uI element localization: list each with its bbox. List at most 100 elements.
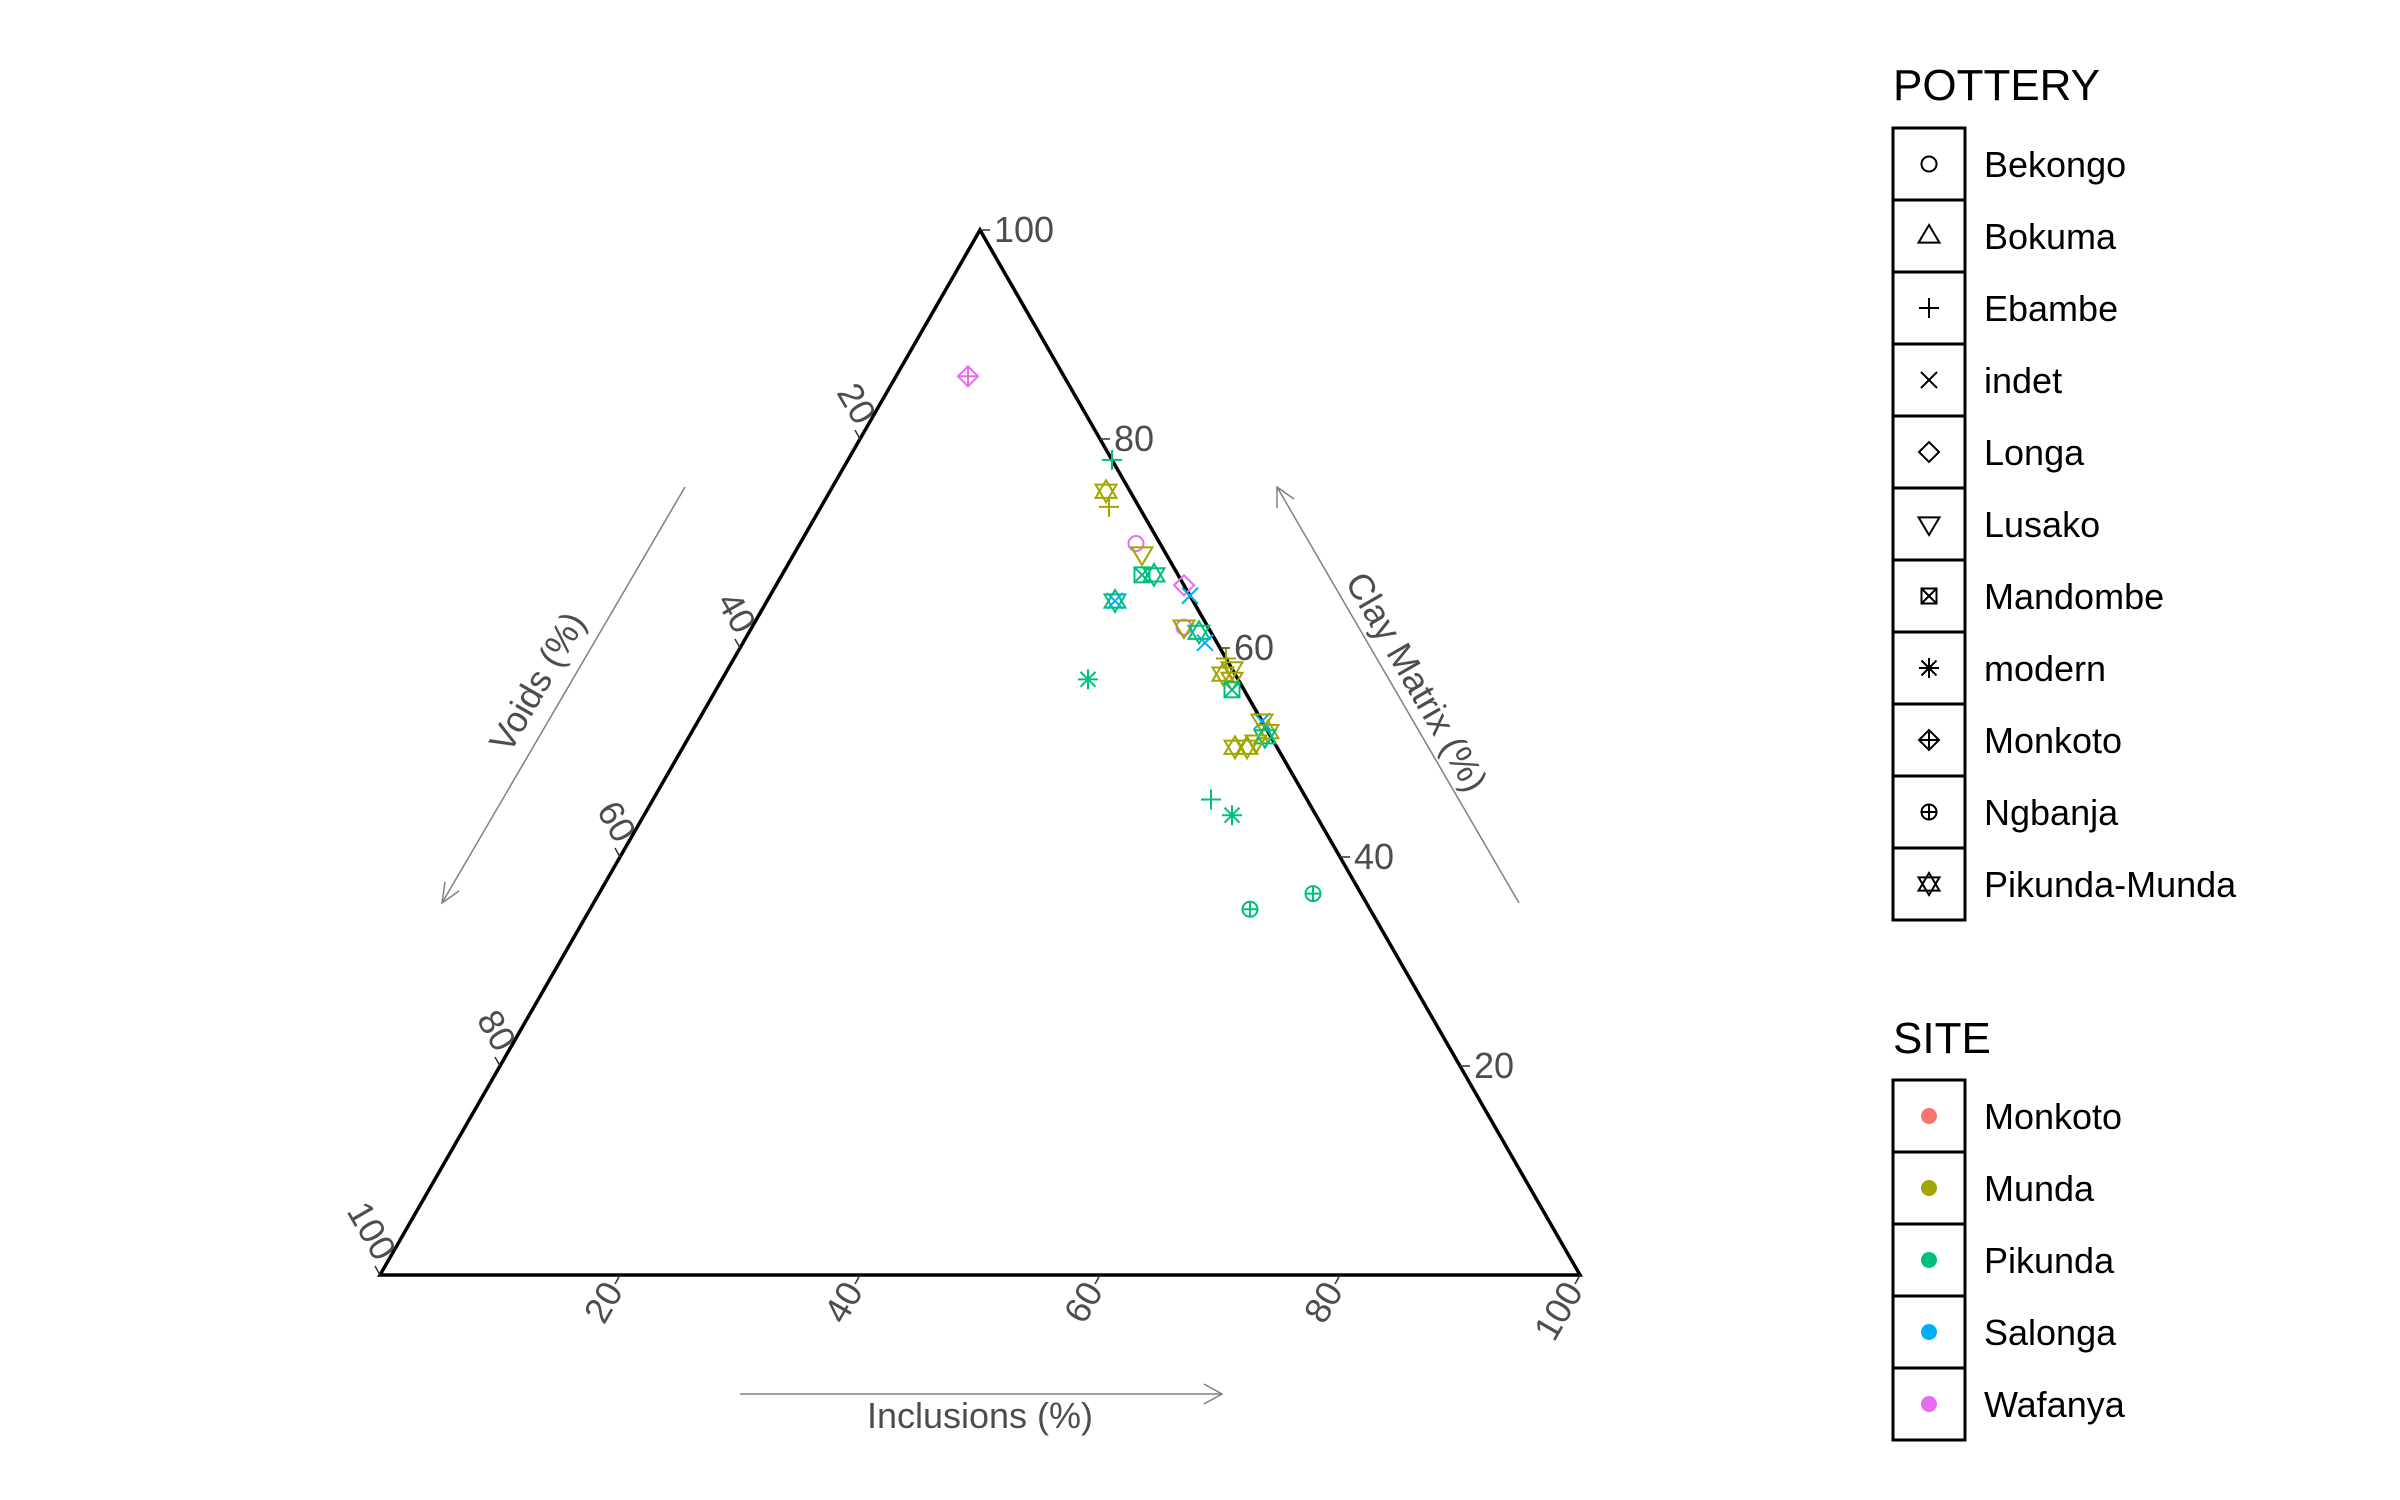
clay-tick-label: 100: [994, 209, 1054, 250]
voids-tick-mark: [494, 1056, 501, 1067]
data-point-pikunda-munda: [1186, 619, 1212, 646]
pottery-legend-item: Ebambe: [1891, 270, 2118, 346]
pottery-legend-item: indet: [1891, 342, 2062, 418]
pottery-legend-label: Pikunda-Munda: [1984, 864, 2237, 905]
site-color-dot: [1921, 1180, 1937, 1196]
pottery-legend-item: modern: [1891, 630, 2106, 706]
clay-tick-label: 80: [1114, 418, 1154, 459]
voids-tick-label: 40: [709, 585, 765, 640]
data-point-lusako: [1171, 619, 1197, 641]
inclusions-tick-label: 100: [1525, 1275, 1591, 1348]
data-point-lusako: [1129, 546, 1155, 567]
pottery-legend-label: Bokuma: [1984, 216, 2117, 257]
legend-key-box: [1891, 630, 1967, 706]
site-legend-item: Pikunda: [1891, 1222, 2115, 1298]
pottery-legend-label: Longa: [1984, 432, 2085, 473]
voids-tick-mark: [854, 429, 861, 440]
voids-tick-mark: [734, 638, 741, 649]
clay-tick-label: 20: [1474, 1045, 1514, 1086]
pottery-legend-label: modern: [1984, 648, 2106, 689]
clay-axis-arrowhead: [1276, 485, 1295, 508]
data-point-indet: [1181, 587, 1199, 605]
inclusions-tick-mark: [1094, 1274, 1101, 1285]
legend-key-box: [1891, 846, 1967, 922]
site-color-dot: [1921, 1324, 1937, 1340]
pottery-legend-label: Ngbanja: [1984, 792, 2119, 833]
pottery-legend-label: Monkoto: [1984, 720, 2122, 761]
voids-tick-label: 20: [829, 376, 885, 431]
inclusions-tick-label: 60: [1055, 1275, 1111, 1330]
data-point-indet: [1196, 634, 1214, 652]
inclusions-tick-label: 80: [1295, 1275, 1351, 1330]
data-point-modern: [1222, 805, 1242, 826]
voids-tick-mark: [374, 1265, 381, 1276]
data-point-bekongo: [1127, 535, 1145, 552]
site-legend-item: Salonga: [1891, 1294, 2117, 1370]
pottery-legend-item: Mandombe: [1891, 558, 2164, 634]
pottery-legend-title: POTTERY: [1893, 61, 2100, 110]
data-point-indet: [1106, 592, 1124, 610]
data-point-modern: [1078, 669, 1098, 690]
site-color-dot: [1921, 1252, 1937, 1268]
clay-tick-label: 40: [1354, 836, 1394, 877]
voids-tick-label: 80: [469, 1003, 525, 1058]
site-legend-item: Munda: [1891, 1150, 2095, 1226]
site-color-dot: [1921, 1396, 1937, 1412]
data-point-monkoto: [956, 364, 980, 388]
ternary-frame: [376, 226, 1584, 1277]
pottery-legend-label: Mandombe: [1984, 576, 2164, 617]
data-point-ebambe: [1201, 789, 1221, 810]
inclusions-tick-label: 40: [815, 1275, 871, 1330]
pottery-legend-label: Ebambe: [1984, 288, 2118, 329]
voids-axis-ticks: 20 40 60 80 100: [339, 376, 885, 1276]
clay-axis-arrow-line: [1276, 486, 1520, 904]
pottery-legend-item: Pikunda-Munda: [1891, 846, 2237, 922]
data-point-pikunda-munda: [1093, 478, 1119, 505]
voids-axis-arrow-line: [441, 486, 686, 904]
inclusions-tick-mark: [1574, 1274, 1581, 1285]
inclusions-axis-ticks: 20 40 60 80 100: [575, 1275, 1591, 1348]
legend-key-box: [1891, 414, 1967, 490]
inclusions-axis-title: Inclusions (%): [867, 1395, 1093, 1436]
voids-axis-arrowhead: [441, 881, 460, 905]
pottery-legend: POTTERY Bekongo Bokuma Ebambe indet Longa Lus…: [1891, 61, 2237, 922]
legend-key-box: [1891, 486, 1967, 562]
site-legend-label: Salonga: [1984, 1312, 2117, 1353]
inclusions-tick-mark: [614, 1274, 621, 1285]
data-point-mandombe: [1133, 566, 1151, 584]
data-point-ngbanja: [1304, 885, 1322, 903]
site-legend-label: Munda: [1984, 1168, 2095, 1209]
data-point-indet: [1253, 712, 1271, 730]
site-legend-item: Monkoto: [1891, 1078, 2122, 1154]
voids-tick-label: 100: [339, 1194, 405, 1267]
site-legend-label: Monkoto: [1984, 1096, 2122, 1137]
data-point-pikunda-munda: [1102, 588, 1128, 614]
site-color-dot: [1921, 1108, 1937, 1124]
voids-tick-label: 60: [589, 794, 645, 849]
voids-axis-title: Voids (%): [481, 605, 594, 759]
data-point-ngbanja: [1241, 900, 1259, 918]
clay-tick-label: 60: [1234, 627, 1274, 668]
data-point-pikunda-munda: [1222, 734, 1248, 761]
pottery-legend-item: Bekongo: [1891, 126, 2126, 202]
legend-key-box: [1891, 198, 1967, 274]
pottery-legend-label: Lusako: [1984, 504, 2100, 545]
pottery-legend-item: Lusako: [1891, 486, 2100, 562]
clay-axis-title: Clay Matrix (%): [1338, 565, 1497, 799]
pottery-legend-item: Ngbanja: [1891, 774, 2119, 850]
clay-axis-ticks: 20 40 60 80 100: [980, 209, 1514, 1086]
data-point-ebambe: [1216, 648, 1236, 669]
site-legend-label: Wafanya: [1984, 1384, 2126, 1425]
data-point-ebambe: [1099, 496, 1119, 517]
site-legend-title: SITE: [1893, 1014, 1991, 1063]
inclusions-tick-mark: [1334, 1274, 1341, 1285]
data-points: [956, 364, 1322, 918]
site-legend-item: Wafanya: [1891, 1366, 2126, 1442]
data-point-longa: [1172, 573, 1196, 597]
pottery-legend-label: indet: [1984, 360, 2062, 401]
site-legend-label: Pikunda: [1984, 1240, 2115, 1281]
inclusions-tick-label: 20: [575, 1275, 631, 1330]
inclusions-axis-arrowhead: [1203, 1383, 1224, 1405]
data-point-mandombe: [1223, 681, 1241, 699]
